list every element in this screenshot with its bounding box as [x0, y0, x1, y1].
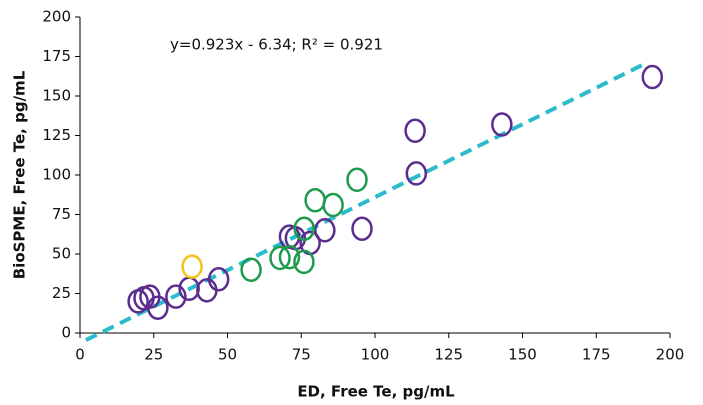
y-tick-label: 150: [42, 87, 71, 105]
point: [293, 249, 315, 275]
point: [165, 284, 187, 309]
x-tick-label: 125: [434, 346, 463, 364]
point: [304, 188, 326, 213]
point: [322, 192, 344, 218]
point: [269, 245, 291, 271]
x-tick-label: 0: [75, 346, 85, 364]
point: [346, 167, 368, 192]
point: [196, 278, 218, 303]
point: [641, 64, 664, 90]
y-tick-label: 175: [42, 47, 71, 65]
y-tick-label: 25: [52, 284, 71, 302]
y-tick-label: 100: [42, 166, 71, 184]
y-tick-label: 125: [42, 126, 71, 144]
x-tick-label: 150: [508, 346, 537, 364]
point: [147, 295, 169, 320]
point: [181, 254, 203, 279]
x-tick-label: 175: [582, 346, 611, 364]
x-tick-label: 200: [656, 346, 685, 364]
point: [351, 216, 373, 241]
point: [491, 112, 513, 137]
point: [404, 118, 426, 144]
trendline: [85, 61, 648, 342]
x-tick-label: 25: [144, 346, 163, 364]
point: [405, 161, 428, 186]
x-tick-label: 100: [361, 346, 390, 364]
y-tick-label: 200: [42, 8, 71, 26]
x-axis-title: ED, Free Te, pg/mL: [297, 383, 455, 401]
y-axis-title: BioSPME, Free Te, pg/mL: [11, 70, 29, 279]
equation: y=0.923x - 6.34; R² = 0.921: [170, 36, 383, 54]
point: [314, 218, 336, 243]
point: [278, 244, 301, 270]
point: [207, 267, 230, 292]
y-tick-label: 50: [52, 245, 71, 263]
y-tick-label: 0: [61, 324, 71, 342]
y-tick-label: 75: [52, 205, 71, 223]
point: [240, 257, 262, 283]
x-tick-label: 50: [218, 346, 237, 364]
point: [293, 216, 315, 241]
x-tick-label: 75: [292, 346, 311, 364]
